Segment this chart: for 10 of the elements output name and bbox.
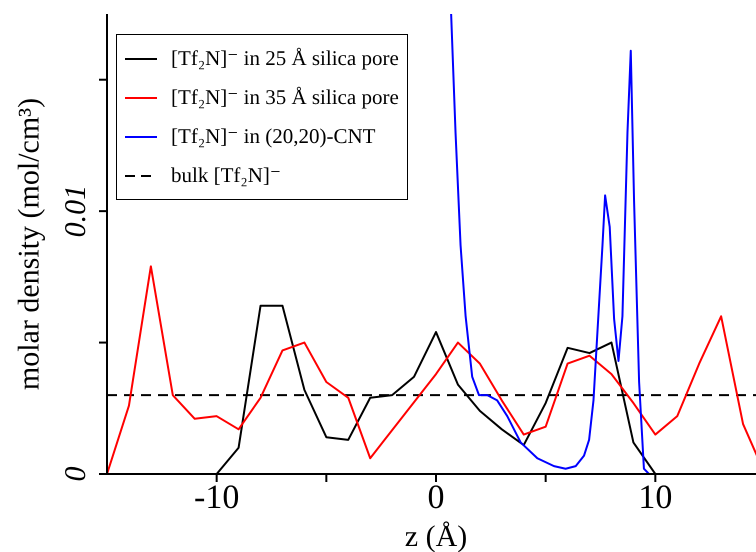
- legend-label: [Tf₂N]⁻ in 35 Å silica pore: [171, 85, 399, 110]
- y-axis-title: molar density (mol/cm³): [12, 98, 46, 390]
- x-tick-label: 0: [428, 479, 444, 516]
- line-series: [450, 14, 650, 474]
- y-tick-label: 0.01: [59, 184, 92, 238]
- legend-label: bulk [Tf₂N]⁻: [171, 163, 281, 188]
- x-tick-label: -10: [194, 479, 240, 516]
- legend-label: [Tf₂N]⁻ in (20,20)-CNT: [171, 124, 376, 149]
- legend-label: [Tf₂N]⁻ in 25 Å silica pore: [171, 46, 399, 71]
- x-tick-label: 10: [638, 479, 672, 516]
